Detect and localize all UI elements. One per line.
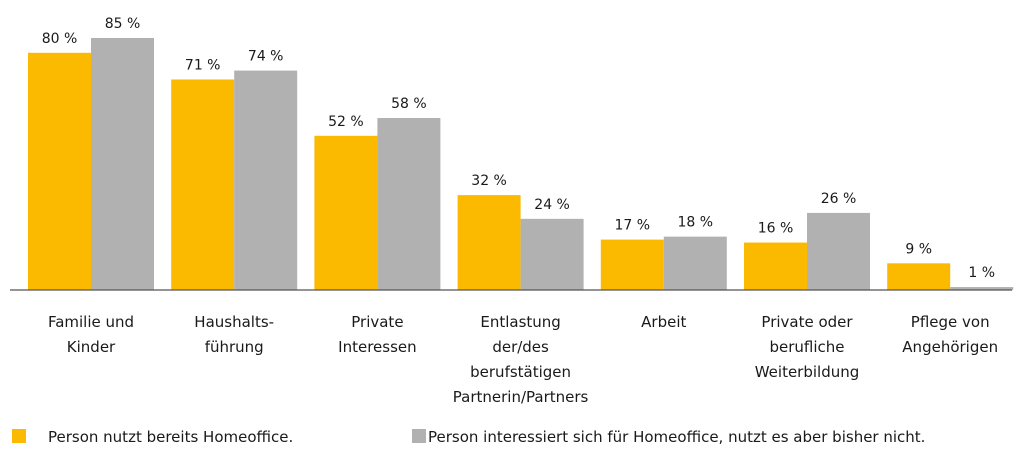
value-label: 58 % — [391, 96, 427, 112]
value-label: 71 % — [185, 57, 221, 73]
value-label: 16 % — [758, 221, 794, 237]
bar — [314, 135, 378, 290]
x-tick-label: Weiterbildung — [755, 363, 860, 381]
value-label: 32 % — [471, 173, 507, 189]
x-tick-label: Partnerin/Partners — [453, 388, 589, 406]
bar — [663, 236, 727, 290]
x-tick-label: Kinder — [67, 338, 116, 356]
x-tick-label: Entlastung — [480, 313, 560, 331]
x-tick-label: der/des — [492, 338, 549, 356]
value-label: 9 % — [905, 241, 932, 257]
x-tick-label: Pflege von — [911, 313, 990, 331]
legend-swatch — [12, 429, 26, 443]
value-label: 52 % — [328, 114, 364, 130]
value-label: 17 % — [615, 218, 651, 234]
value-label: 85 % — [105, 16, 141, 32]
bar — [171, 79, 235, 290]
bar — [887, 263, 951, 290]
bar — [950, 287, 1014, 290]
bar — [377, 118, 441, 290]
x-tick-label: Familie und — [48, 313, 134, 331]
bar — [91, 37, 154, 290]
bar — [457, 195, 521, 290]
value-label: 80 % — [42, 31, 78, 47]
x-tick-label: berufstätigen — [470, 363, 571, 381]
x-tick-label: Haushalts- — [194, 313, 274, 331]
bar — [807, 212, 870, 290]
bar — [744, 242, 807, 290]
x-tick-label: Angehörigen — [902, 338, 998, 356]
bar — [600, 239, 664, 290]
x-tick-label: Arbeit — [641, 313, 686, 331]
legend-label: Person interessiert sich für Homeoffice,… — [428, 428, 925, 446]
x-tick-label: Private — [351, 313, 403, 331]
legend-label: Person nutzt bereits Homeoffice. — [48, 428, 293, 446]
legend-swatch — [412, 429, 426, 443]
value-label: 1 % — [968, 265, 995, 281]
value-label: 18 % — [678, 215, 714, 231]
x-tick-label: berufliche — [769, 338, 844, 356]
x-tick-label: führung — [205, 338, 264, 356]
bar — [234, 70, 298, 290]
x-tick-label: Interessen — [338, 338, 416, 356]
value-label: 26 % — [821, 191, 857, 207]
value-label: 24 % — [534, 197, 570, 213]
bar — [28, 52, 91, 290]
value-label: 74 % — [248, 49, 284, 65]
x-tick-label: Private oder — [761, 313, 853, 331]
bar — [520, 218, 584, 290]
